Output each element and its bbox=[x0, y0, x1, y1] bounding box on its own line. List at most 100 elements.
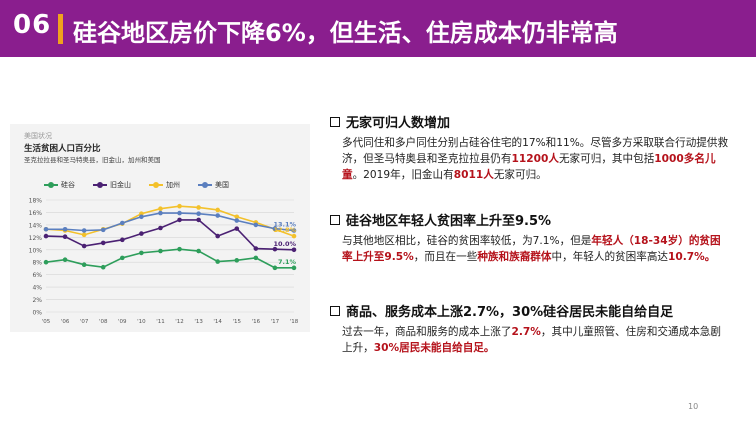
y-tick-label: 10% bbox=[29, 247, 43, 254]
series-line bbox=[46, 212, 295, 232]
heading-text: 无家可归人数增加 bbox=[346, 116, 451, 131]
x-tick-label: '17 bbox=[271, 319, 280, 325]
highlight-text: 年轻人（18-34岁）的贫困率上升至9.5% bbox=[342, 235, 721, 263]
x-tick-label: '13 bbox=[194, 319, 203, 325]
series-line bbox=[45, 205, 295, 237]
body-text: ，而且在一些 bbox=[413, 251, 478, 263]
x-tick-label: '06 bbox=[61, 319, 70, 325]
data-point bbox=[177, 246, 182, 252]
data-point bbox=[100, 227, 106, 233]
x-tick-label: '09 bbox=[118, 319, 127, 325]
section-homeless: 无家可归人数增加 多代同住和多户同住分别占硅谷住宅的17%和11%。尽管多方采取… bbox=[330, 112, 730, 183]
legend-item: 美国 bbox=[198, 180, 229, 190]
highlight-text: 10.7%。 bbox=[668, 251, 716, 263]
x-tick-label: '15 bbox=[233, 319, 242, 325]
y-tick-label: 0% bbox=[32, 310, 42, 317]
legend-item: 硅谷 bbox=[44, 180, 75, 190]
data-point bbox=[196, 205, 201, 210]
legend-label: 加州 bbox=[166, 181, 180, 189]
data-point bbox=[81, 232, 87, 238]
x-tick-label: '11 bbox=[156, 319, 165, 325]
section-body: 多代同住和多户同住分别占硅谷住宅的17%和11%。尽管多方采取联合行动提供救济，… bbox=[342, 135, 730, 183]
data-point bbox=[291, 247, 297, 253]
square-bullet-icon bbox=[330, 305, 340, 316]
data-point bbox=[291, 233, 297, 239]
y-tick-label: 4% bbox=[32, 285, 42, 292]
y-tick-label: 16% bbox=[29, 210, 43, 217]
data-point bbox=[120, 255, 125, 261]
data-point bbox=[158, 210, 163, 216]
section-number: 06 bbox=[13, 10, 52, 40]
data-point bbox=[177, 203, 182, 209]
data-point bbox=[43, 233, 49, 239]
data-point bbox=[253, 222, 259, 228]
x-tick-label: '16 bbox=[252, 319, 261, 325]
data-point bbox=[81, 228, 87, 233]
legend-item: 加州 bbox=[149, 180, 180, 190]
x-tick-label: '12 bbox=[175, 319, 184, 325]
data-point bbox=[272, 226, 278, 231]
data-point bbox=[196, 248, 201, 254]
data-point bbox=[139, 231, 144, 236]
data-point bbox=[234, 226, 240, 231]
series-line bbox=[45, 219, 295, 251]
data-point bbox=[234, 218, 240, 223]
data-point bbox=[234, 258, 240, 263]
data-point bbox=[253, 246, 259, 251]
section-body: 与其他地区相比，硅谷的贫困率较低，为7.1%，但是年轻人（18-34岁）的贫困率… bbox=[342, 233, 730, 265]
highlight-text: 8011人 bbox=[453, 169, 494, 181]
series-line bbox=[45, 248, 294, 269]
chart-plot: 0% 2% 4% 6% 8% 10% 12% 14% 16% 18% '05 '06 '07 '08 '09… bbox=[29, 198, 299, 326]
data-point bbox=[215, 213, 220, 218]
y-tick-label: 18% bbox=[29, 198, 43, 205]
data-point bbox=[120, 237, 125, 243]
data-point bbox=[62, 257, 68, 263]
body-text: 中，年轻人的贫困率高达 bbox=[551, 251, 669, 263]
data-point bbox=[272, 265, 278, 271]
data-point bbox=[177, 210, 182, 216]
slide-header: 06 硅谷地区房价下降6%，但生活、住房成本仍非常高 bbox=[0, 0, 756, 57]
legend-swatch bbox=[44, 182, 58, 188]
legend-swatch bbox=[198, 182, 212, 188]
chart-legend: 硅谷 旧金山 加州 美国 bbox=[44, 180, 229, 190]
body-text: 多代同住和多户同住分别占硅谷住宅的17%和11%。尽管多方采取联合行动提供救济，… bbox=[342, 137, 729, 165]
x-tick-label: '14 bbox=[213, 319, 222, 325]
x-tick-label: '07 bbox=[80, 319, 89, 325]
legend-item: 旧金山 bbox=[93, 180, 131, 190]
data-point bbox=[253, 255, 259, 261]
data-point bbox=[120, 220, 125, 226]
data-point bbox=[43, 259, 49, 265]
data-point bbox=[215, 259, 220, 264]
poverty-chart: 美国状况 生活贫困人口百分比 圣克拉拉县和圣马特奥县，旧金山，加州和美国 硅谷 旧… bbox=[10, 124, 310, 332]
legend-label: 旧金山 bbox=[110, 181, 131, 189]
body-text: 。2019年，旧金山有 bbox=[352, 169, 454, 181]
body-text: 过去一年，商品和服务的成本上涨了 bbox=[342, 326, 512, 338]
y-tick-label: 12% bbox=[29, 235, 43, 242]
header-accent-bar bbox=[58, 14, 63, 44]
legend-swatch bbox=[93, 182, 107, 188]
body-text: ，其中儿童照管、住房和交通成本急剧上升， bbox=[342, 326, 721, 354]
data-point bbox=[177, 217, 182, 223]
y-tick-label: 14% bbox=[29, 222, 43, 229]
data-point bbox=[62, 234, 68, 240]
heading-text: 硅谷地区年轻人贫困率上升至9.5% bbox=[346, 214, 552, 229]
data-point bbox=[234, 214, 240, 220]
data-point bbox=[158, 206, 163, 212]
body-text: 无家可归。 bbox=[493, 169, 547, 181]
data-point bbox=[139, 250, 144, 256]
x-tick-label: '18 bbox=[290, 319, 299, 325]
y-tick-label: 6% bbox=[32, 272, 42, 279]
heading-text: 商品、服务成本上涨2.7%，30%硅谷居民未能自给自足 bbox=[346, 305, 674, 320]
section-cost-of-living: 商品、服务成本上涨2.7%，30%硅谷居民未能自给自足 过去一年，商品和服务的成… bbox=[330, 301, 730, 356]
x-tick-label: '08 bbox=[99, 319, 108, 325]
data-point bbox=[196, 217, 201, 223]
x-tick-label: '05 bbox=[42, 319, 51, 325]
data-point bbox=[81, 262, 87, 268]
section-heading: 硅谷地区年轻人贫困率上升至9.5% bbox=[330, 210, 730, 229]
data-point bbox=[196, 211, 201, 216]
slide-title: 硅谷地区房价下降6%，但生活、住房成本仍非常高 bbox=[73, 19, 618, 47]
highlight-text: 30%居民未能自给自足。 bbox=[373, 342, 495, 354]
end-value-label: 10.0% bbox=[273, 240, 296, 248]
body-text: 与其他地区相比，硅谷的贫困率较低，为7.1%，但是 bbox=[342, 235, 592, 247]
data-point bbox=[158, 225, 163, 231]
